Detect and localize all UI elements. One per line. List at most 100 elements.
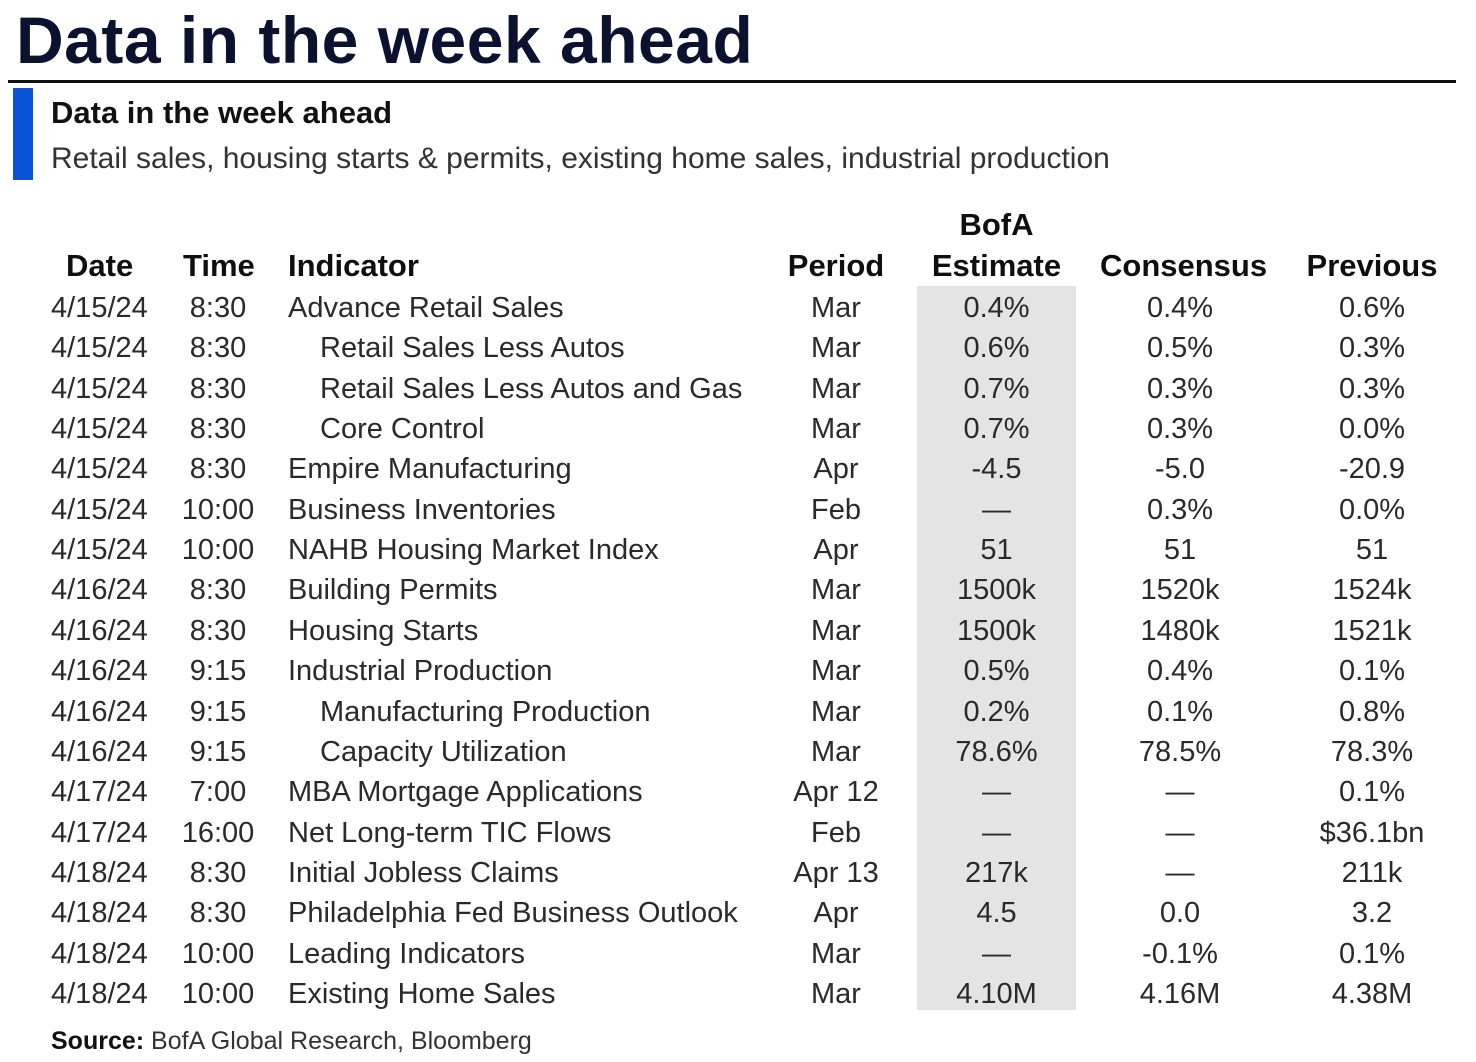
cell-date: 4/15/24 [51, 292, 148, 324]
cell-previous: 78.3% [1330, 735, 1414, 768]
cell-previous: 0.8% [1338, 695, 1406, 728]
cell-estimate: 0.6% [963, 332, 1030, 365]
table-row: 4/18/24 10:00 Existing Home Sales Mar 4.10M 4… [0, 974, 1476, 1014]
table-row: 4/16/24 9:15 Industrial Production Mar 0.5% 0… [0, 651, 1476, 691]
cell-date: 4/15/24 [51, 453, 148, 486]
cell-period: Feb [811, 816, 861, 849]
cell-indicator: Initial Jobless Claims [288, 856, 559, 889]
table-row: 4/15/24 8:30 Advance Retail Sales Mar 0.4% 0.… [0, 288, 1476, 328]
cell-indicator: Capacity Utilization [320, 735, 567, 768]
cell-date: 4/15/24 [51, 413, 148, 446]
cell-time: 9:15 [189, 655, 247, 688]
cell-previous: 51 [1355, 534, 1389, 567]
source-label: Source: [51, 1027, 145, 1055]
cell-indicator: Philadelphia Fed Business Outlook [288, 897, 738, 930]
cell-date: 4/17/24 [51, 776, 148, 809]
table-row: 4/16/24 9:15 Capacity Utilization Mar 78.6% 7… [0, 732, 1476, 772]
cell-estimate: 1500k [956, 574, 1036, 607]
cell-time: 8:30 [189, 453, 247, 486]
source-note: Source: BofA Global Research, Bloomberg [51, 1027, 532, 1056]
cell-period: Mar [811, 372, 861, 405]
cell-date: 4/16/24 [51, 655, 148, 688]
cell-time: 10:00 [181, 493, 255, 526]
cell-period: Apr [813, 897, 859, 930]
cell-date: 4/15/24 [51, 332, 148, 365]
cell-consensus: -5.0 [1155, 453, 1205, 486]
table-row: 4/15/24 8:30 Retail Sales Less Autos and G… [0, 369, 1476, 409]
cell-period: Mar [811, 655, 861, 688]
table-subtitle: Retail sales, housing starts & permits, … [51, 142, 1110, 175]
cell-previous: 0.0% [1338, 413, 1406, 446]
cell-period: Apr [813, 534, 859, 567]
cell-time: 8:30 [189, 292, 247, 324]
cell-date: 4/18/24 [51, 937, 148, 970]
header-consensus: Consensus [1100, 248, 1268, 283]
cell-indicator: NAHB Housing Market Index [288, 534, 659, 567]
cell-previous: 3.2 [1351, 897, 1393, 930]
cell-period: Mar [811, 574, 861, 607]
cell-previous: 0.1% [1338, 776, 1406, 809]
cell-period: Mar [811, 413, 861, 446]
cell-estimate: 0.2% [963, 695, 1030, 728]
cell-time: 16:00 [181, 816, 255, 849]
cell-estimate: 0.4% [963, 292, 1030, 324]
table-row: 4/15/24 10:00 NAHB Housing Market Index Apr… [0, 530, 1476, 570]
cell-estimate: 4.10M [956, 977, 1037, 1010]
cell-indicator: MBA Mortgage Applications [288, 776, 643, 809]
header-previous: Previous [1306, 248, 1438, 283]
cell-indicator: Existing Home Sales [288, 977, 556, 1010]
cell-estimate: — [982, 776, 1011, 809]
cell-estimate: — [982, 816, 1011, 849]
cell-consensus: 1520k [1140, 574, 1220, 607]
cell-previous: 0.3% [1338, 372, 1406, 405]
cell-indicator: Advance Retail Sales [288, 292, 564, 324]
title-divider [8, 80, 1456, 83]
cell-period: Apr 12 [793, 776, 879, 809]
cell-previous: 1524k [1332, 574, 1412, 607]
cell-period: Mar [811, 695, 861, 728]
cell-time: 10:00 [181, 937, 255, 970]
cell-period: Mar [811, 937, 861, 970]
cell-estimate: 4.5 [976, 897, 1017, 930]
cell-consensus: -0.1% [1142, 937, 1218, 970]
cell-time: 10:00 [181, 534, 255, 567]
cell-date: 4/18/24 [51, 977, 148, 1010]
cell-date: 4/15/24 [51, 372, 148, 405]
header-time: Time [183, 248, 255, 283]
cell-date: 4/16/24 [51, 735, 148, 768]
cell-consensus: — [1165, 776, 1195, 809]
cell-indicator: Core Control [320, 413, 485, 446]
cell-consensus: 0.4% [1146, 655, 1214, 688]
cell-estimate: — [982, 937, 1011, 970]
table-row: 4/18/24 8:30 Philadelphia Fed Business Out… [0, 893, 1476, 933]
cell-indicator: Manufacturing Production [320, 695, 651, 728]
cell-date: 4/18/24 [51, 856, 148, 889]
header-date: Date [66, 248, 134, 283]
table-row: 4/17/24 16:00 Net Long-term TIC Flows Feb — —… [0, 813, 1476, 853]
cell-indicator: Leading Indicators [288, 937, 525, 970]
cell-period: Mar [811, 332, 861, 365]
table-row: 4/15/24 10:00 Business Inventories Feb — 0.3%… [0, 490, 1476, 530]
cell-previous: 211k [1341, 856, 1403, 889]
cell-previous: 0.1% [1338, 937, 1406, 970]
cell-estimate: 217k [965, 856, 1028, 889]
cell-indicator: Empire Manufacturing [288, 453, 572, 486]
cell-period: Feb [811, 493, 861, 526]
cell-previous: 0.3% [1338, 332, 1406, 365]
cell-consensus: 0.5% [1146, 332, 1214, 365]
cell-period: Apr 13 [793, 856, 879, 889]
table-row: 4/15/24 8:30 Core Control Mar 0.7% 0.3% 0.0% [0, 409, 1476, 449]
cell-indicator: Retail Sales Less Autos [320, 332, 625, 365]
cell-date: 4/16/24 [51, 695, 148, 728]
table-title: Data in the week ahead [51, 95, 393, 130]
cell-estimate: 1500k [956, 614, 1036, 647]
cell-date: 4/16/24 [51, 614, 148, 647]
table-row: 4/17/24 7:00 MBA Mortgage Applications Apr … [0, 772, 1476, 812]
cell-consensus: 0.3% [1146, 413, 1214, 446]
header-period: Period [787, 248, 885, 283]
cell-estimate: 78.6% [955, 735, 1038, 768]
cell-consensus: 0.0 [1159, 897, 1201, 930]
cell-consensus: 0.3% [1146, 372, 1214, 405]
cell-period: Mar [811, 735, 861, 768]
cell-estimate: 0.7% [963, 413, 1030, 446]
